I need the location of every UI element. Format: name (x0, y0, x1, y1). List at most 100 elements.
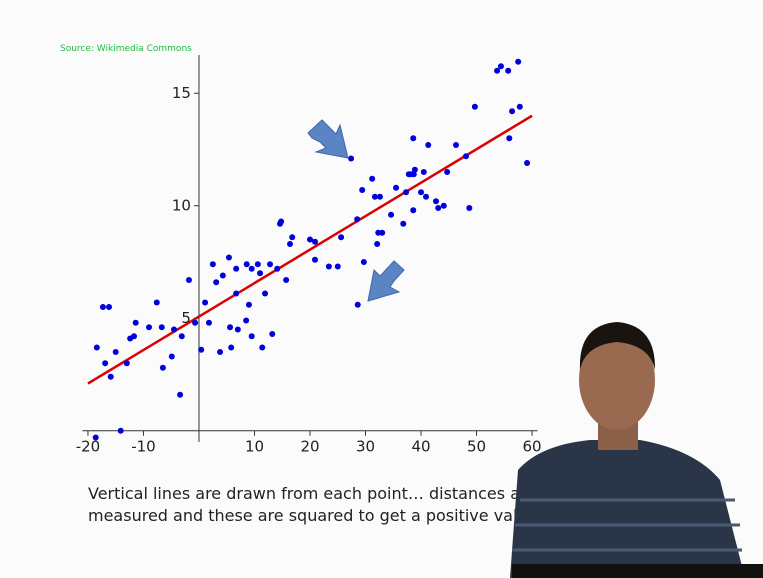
point (441, 203, 447, 209)
slide: Source: Wikimedia Commons -20-1010203040… (0, 0, 763, 578)
point (354, 216, 360, 222)
point (278, 219, 284, 225)
point (146, 324, 152, 330)
point (498, 63, 504, 69)
point (133, 320, 139, 326)
point (283, 277, 289, 283)
point (186, 277, 192, 283)
point (259, 345, 265, 351)
point (246, 302, 252, 308)
point (312, 239, 318, 245)
point (267, 261, 273, 267)
source: Source: Wikimedia Commons (60, 44, 192, 54)
caption-line: measured and these are squared to get a … (88, 506, 537, 525)
point (359, 187, 365, 193)
point (374, 241, 380, 247)
point (227, 324, 233, 330)
point (255, 261, 261, 267)
point (249, 266, 255, 272)
point (228, 345, 234, 351)
point (425, 142, 431, 148)
point (377, 194, 383, 200)
point (233, 266, 239, 272)
point (326, 264, 332, 270)
point (171, 327, 177, 333)
point (289, 234, 295, 240)
point (198, 347, 204, 353)
point (435, 205, 441, 211)
point (517, 104, 523, 110)
point (421, 169, 427, 175)
point (369, 176, 375, 182)
point (287, 241, 293, 247)
point (118, 428, 124, 434)
point (312, 257, 318, 263)
point (361, 259, 367, 265)
point (444, 169, 450, 175)
point (235, 327, 241, 333)
point (217, 349, 223, 355)
point (206, 320, 212, 326)
x-tick-label: 30 (356, 437, 375, 455)
point (388, 212, 394, 218)
point (412, 167, 418, 173)
point (202, 300, 208, 306)
point (338, 234, 344, 240)
point (355, 302, 361, 308)
point (506, 135, 512, 141)
x-tick-label: 60 (523, 437, 542, 455)
point (515, 59, 521, 65)
point (100, 304, 106, 310)
point (244, 261, 250, 267)
point (453, 142, 459, 148)
point (102, 360, 108, 366)
point (220, 273, 226, 279)
point (106, 304, 112, 310)
point (243, 318, 249, 324)
point (113, 349, 119, 355)
point (418, 189, 424, 195)
point (375, 230, 381, 236)
y-tick-label: 15 (172, 84, 191, 102)
x-tick-label: -10 (131, 437, 156, 455)
point (410, 135, 416, 141)
caption-line: Vertical lines are drawn from each point… (88, 484, 536, 503)
x-tick-label: 10 (245, 437, 264, 455)
point (94, 345, 100, 351)
point (169, 354, 175, 360)
point (403, 189, 409, 195)
point (393, 185, 399, 191)
point (505, 68, 511, 74)
point (131, 333, 137, 339)
point (335, 264, 341, 270)
point (124, 360, 130, 366)
y-tick-label: 10 (172, 196, 191, 214)
point (400, 221, 406, 227)
x-tick-label: 40 (411, 437, 430, 455)
point (472, 104, 478, 110)
point (274, 266, 280, 272)
point (177, 392, 183, 398)
point (159, 324, 165, 330)
point (348, 156, 354, 162)
point (257, 270, 263, 276)
point (433, 198, 439, 204)
point (160, 365, 166, 371)
point (410, 207, 416, 213)
page: Source: Wikimedia Commons -20-1010203040… (0, 0, 763, 578)
point (93, 435, 99, 441)
point (179, 333, 185, 339)
point (509, 108, 515, 114)
point (233, 291, 239, 297)
point (210, 261, 216, 267)
point (466, 205, 472, 211)
video-bar (512, 564, 763, 578)
point (108, 374, 114, 380)
point (463, 153, 469, 159)
point (269, 331, 275, 337)
point (423, 194, 429, 200)
point (213, 279, 219, 285)
x-tick-label: 20 (300, 437, 319, 455)
point (249, 333, 255, 339)
point (226, 255, 232, 261)
